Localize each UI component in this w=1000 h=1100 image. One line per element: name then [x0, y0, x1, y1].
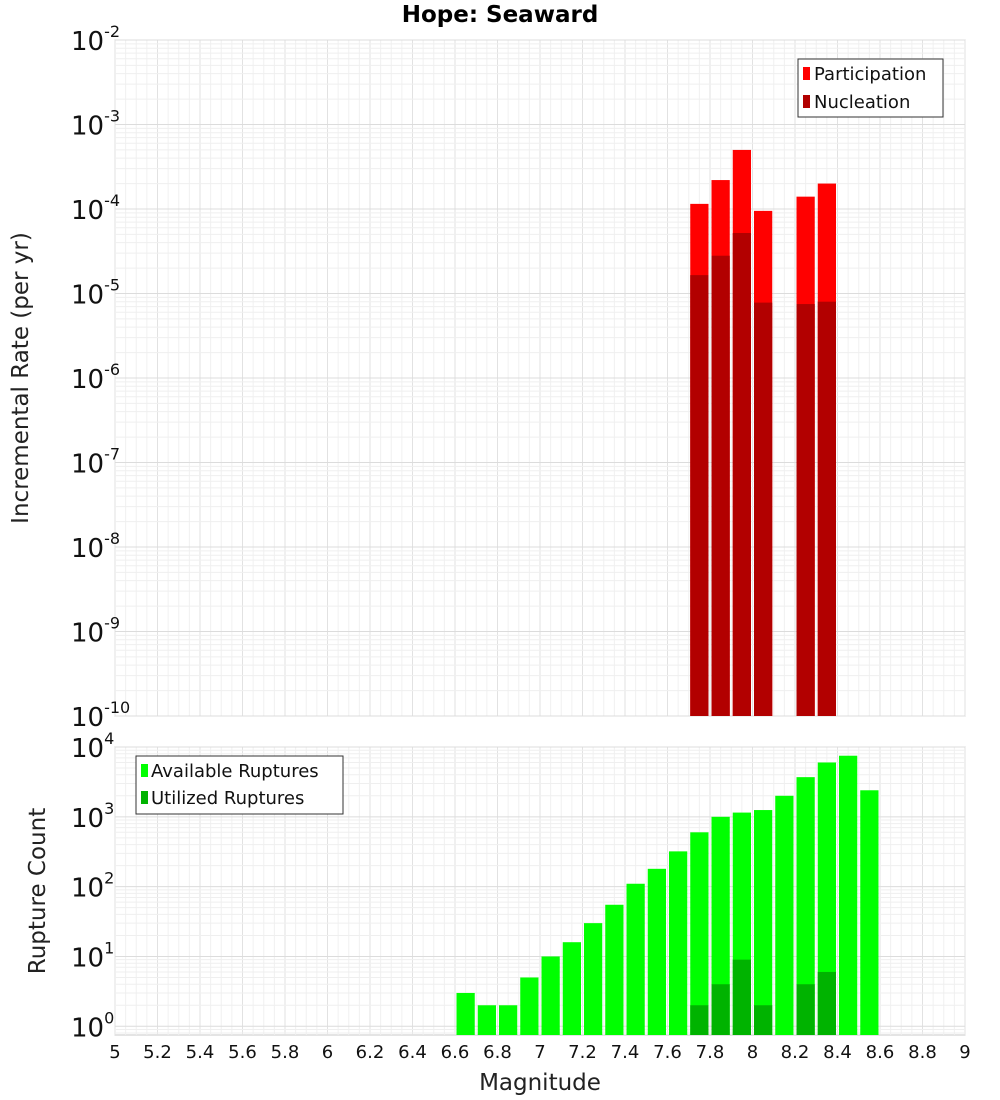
y-tick-label: 10-2 — [71, 22, 120, 57]
x-tick-label: 7.4 — [611, 1042, 640, 1063]
bottom-bar-available-ruptures — [817, 762, 836, 1035]
x-tick-label: 7.2 — [568, 1042, 597, 1063]
bottom-bars — [456, 755, 879, 1035]
x-tick-label: 5.6 — [228, 1042, 257, 1063]
legend-label-available: Available Ruptures — [151, 761, 319, 782]
y-tick-label: 10-7 — [71, 445, 120, 480]
rupture-count-panel: 104 103 102 101 100 5 5.2 5.4 5.6 5.8 6 6.2 6.4 6.6 6… — [25, 729, 971, 1096]
x-tick-label: 9 — [959, 1042, 970, 1063]
bottom-bar-available-ruptures — [690, 832, 709, 1035]
x-tick-label: 7 — [534, 1042, 545, 1063]
x-tick-label: 6.2 — [356, 1042, 385, 1063]
bottom-bar-available-ruptures — [477, 1005, 496, 1035]
x-tick-label: 6.4 — [398, 1042, 427, 1063]
top-legend: Participation Nucleation — [797, 58, 944, 118]
top-bar-nucleation — [754, 302, 773, 716]
bottom-bar-available-ruptures — [754, 810, 773, 1035]
bottom-bar-utilized-ruptures — [817, 971, 836, 1035]
x-tick-label: 8.2 — [781, 1042, 810, 1063]
x-tick-label: 5.8 — [271, 1042, 300, 1063]
bottom-bar-available-ruptures — [520, 977, 539, 1035]
x-tick-label: 8 — [747, 1042, 758, 1063]
top-bar-nucleation — [711, 255, 730, 716]
bottom-bar-utilized-ruptures — [754, 1005, 773, 1035]
bottom-bar-available-ruptures — [647, 868, 666, 1035]
bottom-bar-utilized-ruptures — [732, 959, 751, 1035]
bottom-bar-available-ruptures — [669, 851, 688, 1035]
y-tick-label: 102 — [71, 869, 114, 904]
y-tick-label: 104 — [71, 729, 114, 764]
top-bar-nucleation — [732, 232, 751, 716]
top-bars — [690, 149, 836, 717]
x-tick-label: 8.4 — [823, 1042, 852, 1063]
participation-nucleation-panel: 10-2 10-3 10-4 10-5 10-6 10-7 10-8 10-9 10-10 In… — [8, 22, 966, 733]
legend-label-participation: Participation — [814, 64, 926, 85]
chart-title: Hope: Seaward — [402, 2, 599, 28]
bottom-bar-available-ruptures — [605, 904, 624, 1035]
x-tick-label: 8.8 — [908, 1042, 937, 1063]
legend-label-nucleation: Nucleation — [814, 92, 910, 113]
legend-swatch-participation — [803, 67, 810, 80]
bottom-bar-available-ruptures — [456, 992, 475, 1035]
bottom-bar-available-ruptures — [499, 1005, 518, 1035]
y-tick-label: 100 — [71, 1008, 114, 1043]
y-tick-label: 10-3 — [71, 107, 120, 142]
bottom-bar-available-ruptures — [562, 942, 581, 1035]
bottom-bar-utilized-ruptures — [796, 984, 815, 1035]
x-tick-label: 6.8 — [483, 1042, 512, 1063]
x-tick-label: 7.8 — [696, 1042, 725, 1063]
top-bar-nucleation — [690, 275, 709, 716]
legend-swatch-nucleation — [803, 95, 810, 108]
y-tick-label: 10-9 — [71, 614, 120, 649]
bottom-bar-available-ruptures — [626, 883, 645, 1035]
x-ticks: 5 5.2 5.4 5.6 5.8 6 6.2 6.4 6.6 6.8 7 7.2 7.4 7.6 7.8 8… — [109, 1042, 970, 1063]
x-tick-label: 5.4 — [186, 1042, 215, 1063]
top-y-ticks: 10-2 10-3 10-4 10-5 10-6 10-7 10-8 10-9 10-10 — [71, 22, 130, 733]
bottom-bar-available-ruptures — [541, 956, 560, 1035]
bottom-bar-available-ruptures — [860, 790, 879, 1035]
legend-swatch-available — [141, 764, 148, 777]
bottom-bar-utilized-ruptures — [711, 984, 730, 1035]
bottom-grid — [114, 746, 966, 1035]
y-tick-label: 10-5 — [71, 276, 120, 311]
bottom-bar-available-ruptures — [796, 777, 815, 1035]
top-y-axis-label: Incremental Rate (per yr) — [8, 232, 34, 524]
bottom-bar-utilized-ruptures — [690, 1005, 709, 1035]
x-axis-label: Magnitude — [479, 1070, 601, 1096]
top-grid — [114, 39, 966, 717]
y-tick-label: 10-6 — [71, 360, 120, 395]
bottom-bar-available-ruptures — [584, 923, 603, 1035]
top-legend-box — [797, 58, 944, 118]
legend-label-utilized: Utilized Ruptures — [151, 788, 304, 809]
x-tick-label: 6 — [322, 1042, 333, 1063]
bottom-legend: Available Ruptures Utilized Ruptures — [135, 755, 344, 815]
x-tick-label: 7.6 — [653, 1042, 682, 1063]
y-tick-label: 103 — [71, 799, 114, 834]
bottom-bar-available-ruptures — [711, 816, 730, 1035]
bottom-bar-available-ruptures — [839, 755, 858, 1035]
y-tick-label: 101 — [71, 938, 114, 973]
x-tick-label: 5 — [109, 1042, 120, 1063]
top-bar-nucleation — [796, 304, 815, 716]
y-tick-label: 10-10 — [71, 698, 130, 733]
y-tick-label: 10-4 — [71, 191, 120, 226]
bottom-y-ticks: 104 103 102 101 100 — [71, 729, 114, 1043]
x-tick-label: 5.2 — [143, 1042, 172, 1063]
x-tick-label: 8.6 — [866, 1042, 895, 1063]
y-tick-label: 10-8 — [71, 529, 120, 564]
bottom-legend-box — [135, 755, 344, 815]
x-tick-label: 6.6 — [441, 1042, 470, 1063]
legend-swatch-utilized — [141, 791, 148, 804]
bottom-bar-available-ruptures — [775, 795, 794, 1035]
top-bar-nucleation — [817, 301, 836, 716]
bottom-y-axis-label: Rupture Count — [25, 808, 51, 974]
